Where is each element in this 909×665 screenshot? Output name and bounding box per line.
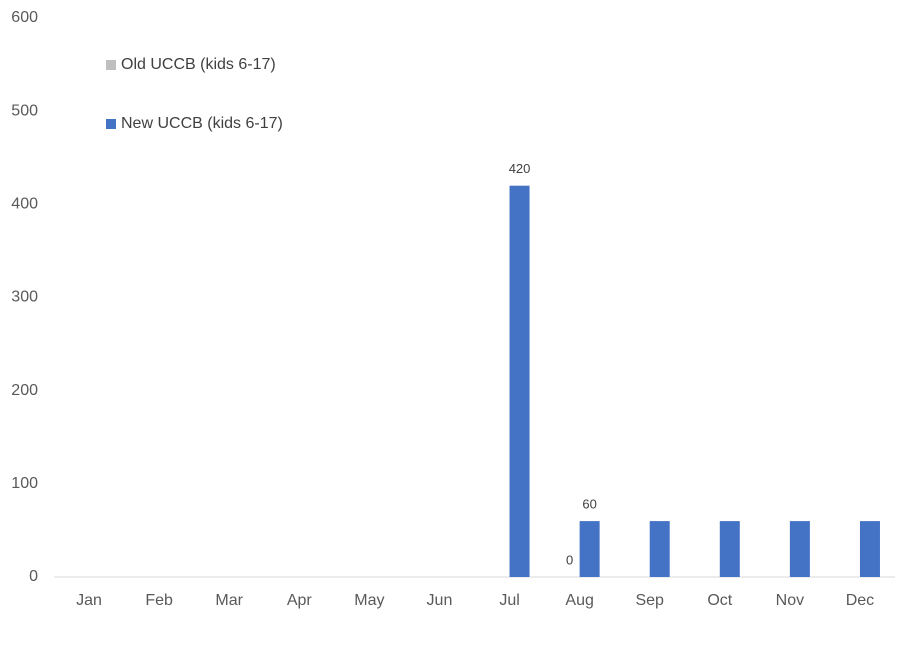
bar bbox=[789, 521, 810, 577]
legend-swatch bbox=[106, 60, 116, 70]
x-tick-label: Oct bbox=[707, 592, 732, 609]
x-tick-label: Aug bbox=[565, 592, 593, 609]
x-tick-label: Feb bbox=[145, 592, 173, 609]
value-label: 60 bbox=[582, 497, 596, 512]
y-tick-label: 100 bbox=[11, 475, 38, 492]
bar bbox=[649, 521, 670, 577]
legend-label: New UCCB (kids 6-17) bbox=[121, 115, 283, 132]
y-tick-label: 500 bbox=[11, 102, 38, 119]
value-label: 0 bbox=[566, 552, 573, 567]
x-tick-label: May bbox=[354, 592, 384, 609]
y-tick-label: 400 bbox=[11, 196, 38, 213]
bar bbox=[509, 185, 530, 577]
y-tick-label: 300 bbox=[11, 289, 38, 306]
legend-label: Old UCCB (kids 6-17) bbox=[121, 56, 276, 73]
x-tick-label: Apr bbox=[287, 592, 313, 609]
x-tick-label: Jun bbox=[427, 592, 453, 609]
x-tick-label: Jul bbox=[499, 592, 519, 609]
bar bbox=[579, 521, 600, 577]
value-label: 420 bbox=[509, 161, 531, 176]
bar bbox=[859, 521, 880, 577]
legend-swatch bbox=[106, 119, 116, 129]
y-tick-label: 0 bbox=[29, 568, 38, 585]
y-tick-label: 600 bbox=[11, 9, 38, 26]
y-tick-label: 200 bbox=[11, 382, 38, 399]
x-tick-label: Nov bbox=[776, 592, 804, 609]
x-tick-label: Sep bbox=[635, 592, 664, 609]
x-tick-label: Dec bbox=[846, 592, 874, 609]
bar bbox=[719, 521, 740, 577]
x-tick-label: Mar bbox=[215, 592, 243, 609]
x-tick-label: Jan bbox=[76, 592, 102, 609]
